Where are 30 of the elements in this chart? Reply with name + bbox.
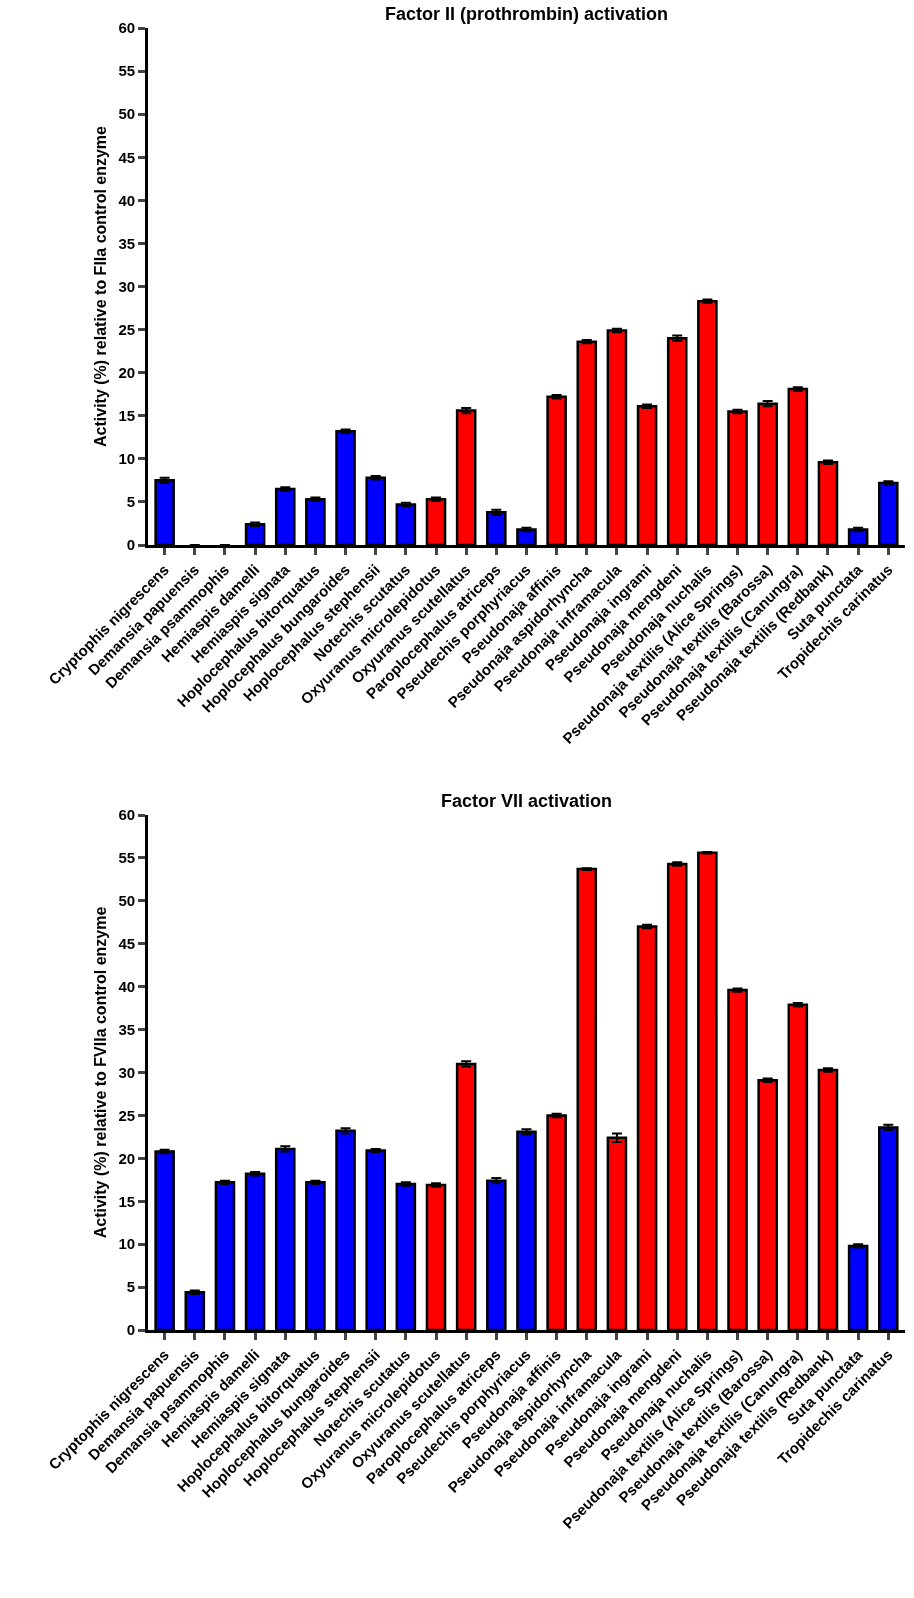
y-tick-label: 50 (118, 105, 136, 123)
y-tick-label: 35 (118, 1020, 136, 1038)
y-tick-label: 20 (118, 1149, 136, 1167)
y-tick-label: 45 (118, 935, 136, 952)
y-tick-label: 10 (118, 450, 136, 468)
y-tick-label: 15 (118, 407, 136, 424)
y-tick-label: 60 (118, 19, 136, 37)
y-tick-label: 15 (118, 1192, 136, 1210)
y-axis-title: Activity (%) relative to FIIa control enzyme (92, 125, 110, 447)
y-tick-label: 55 (118, 849, 136, 867)
y-tick-label: 45 (118, 148, 136, 166)
y-tick-label: 20 (118, 363, 136, 381)
y-tick-label: 5 (126, 493, 136, 511)
y-tick-label: 40 (118, 191, 136, 209)
y-tick-label: 25 (118, 1106, 136, 1124)
y-tick-label: 25 (118, 320, 136, 338)
y-tick-label: 30 (118, 277, 136, 295)
y-tick-label: 50 (118, 892, 136, 910)
chart-title: Factor VII activation (441, 791, 613, 811)
y-tick-label: 60 (118, 806, 136, 824)
y-tick-label: 35 (118, 234, 136, 252)
y-tick-label: 10 (118, 1235, 136, 1253)
chart-title: Factor II (prothrombin) activation (385, 4, 669, 24)
y-tick-label: 30 (118, 1063, 136, 1081)
y-tick-label: 5 (126, 1278, 136, 1296)
y-tick-label: 0 (126, 536, 136, 554)
y-tick-label: 0 (126, 1321, 136, 1339)
y-axis-title: Activity (%) relative to FVIIa control enzyme (92, 906, 110, 1239)
y-tick-label: 40 (118, 977, 136, 995)
y-tick-label: 55 (118, 62, 136, 80)
